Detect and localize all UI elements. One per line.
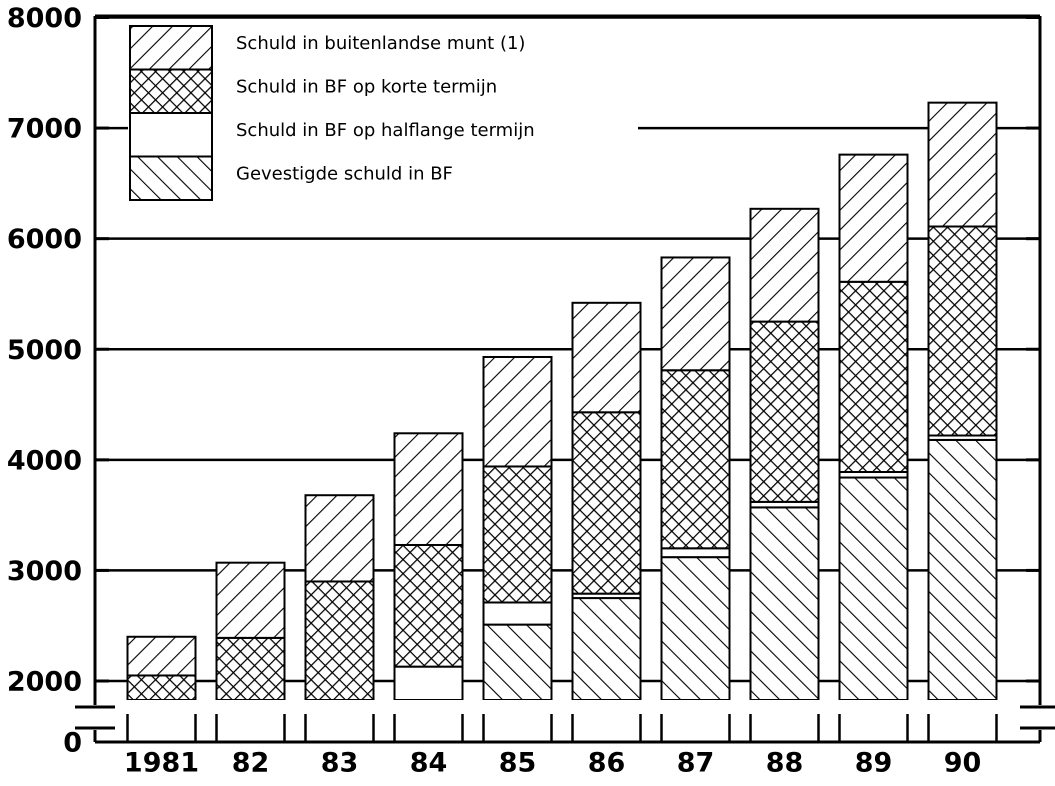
x-tick-label: 87	[677, 748, 715, 779]
bar-segment	[126, 635, 197, 677]
bar-segment	[660, 369, 731, 550]
y-tick-label: 7000	[7, 114, 82, 145]
bar-segment	[482, 465, 553, 604]
y-tick-label: 8000	[7, 3, 82, 34]
y-tick-label: 2000	[7, 667, 82, 698]
bar-segment	[482, 601, 553, 626]
bar-segment	[304, 494, 375, 583]
x-tick-label: 89	[855, 748, 893, 779]
bar-segment	[927, 101, 998, 228]
legend-label: Gevestigde schuld in BF	[236, 164, 453, 185]
legend-label: Schuld in BF op halflange termijn	[236, 120, 535, 141]
bar-segment	[927, 225, 998, 437]
bar-segment	[304, 580, 375, 700]
bar-segment	[749, 506, 820, 700]
x-tick-label: 85	[499, 748, 537, 779]
bar-segment	[838, 280, 909, 473]
bar-segment	[482, 355, 553, 468]
x-tick-label: 82	[232, 748, 270, 779]
x-tick-label: 84	[410, 748, 448, 779]
x-tick-label: 1981	[124, 748, 199, 779]
bar-segment	[393, 665, 464, 700]
y-tick-label: 5000	[7, 335, 82, 366]
bar-segment	[749, 320, 820, 503]
bar-segment	[393, 543, 464, 668]
bar-segment	[660, 547, 731, 559]
y-tick-label: 4000	[7, 445, 82, 476]
bar-segment	[571, 411, 642, 595]
x-tick-label: 90	[944, 748, 982, 779]
bar-segment	[215, 561, 286, 639]
x-tick-label: 83	[321, 748, 359, 779]
legend-swatch	[129, 68, 213, 114]
legend-swatch	[129, 25, 213, 71]
bar-segment	[749, 207, 820, 323]
bar-segment	[482, 623, 553, 700]
bar-segment	[838, 476, 909, 700]
bar-segment	[215, 636, 286, 700]
bar-segment	[393, 432, 464, 546]
bar-segment	[927, 438, 998, 700]
bar-segment	[571, 597, 642, 700]
bar-segment	[838, 153, 909, 283]
x-tick-label: 88	[766, 748, 804, 779]
bar-segment	[660, 556, 731, 700]
bar-segment	[571, 301, 642, 414]
y-tick-label: 6000	[7, 224, 82, 255]
legend-swatch	[129, 112, 213, 158]
x-tick-label: 86	[588, 748, 626, 779]
y-tick-label: 0	[63, 728, 82, 759]
legend-label: Schuld in buitenlandse munt (1)	[236, 33, 525, 54]
bar-segment	[126, 674, 197, 700]
legend-label: Schuld in BF op korte termijn	[236, 77, 497, 98]
axis-break	[75, 705, 1055, 730]
legend-swatch	[129, 155, 213, 201]
bar-segment	[660, 256, 731, 372]
y-tick-label: 3000	[7, 556, 82, 587]
